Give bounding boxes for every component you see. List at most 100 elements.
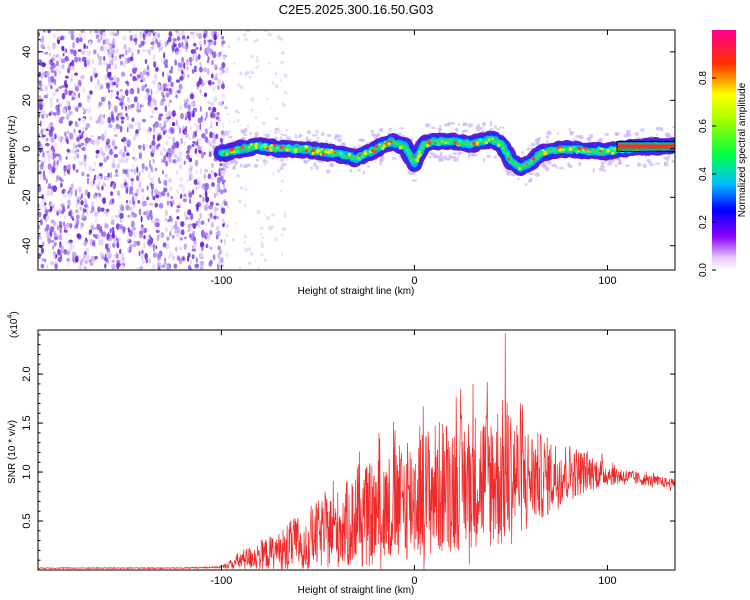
noise-dot: [236, 174, 241, 178]
ridge-halo-dot: [357, 168, 361, 172]
noise-dot: [79, 37, 83, 43]
snr-series: [38, 332, 675, 570]
ridge-halo-dot: [498, 126, 505, 129]
noise-dot: [63, 221, 65, 227]
noise-dot: [257, 267, 260, 270]
noise-dot: [158, 122, 162, 128]
ridge-peak-dot: [453, 140, 457, 145]
noise-dot: [143, 30, 148, 37]
ridge-halo-dot: [349, 169, 353, 173]
noise-dot: [59, 136, 63, 143]
noise-dot: [221, 179, 225, 185]
noise-dot: [66, 222, 70, 227]
snr-ticks: -100 0 100 0.5 1.0 1.5 2.0: [21, 330, 675, 587]
noise-dot: [207, 68, 210, 76]
noise-dot: [38, 211, 42, 218]
noise-dot: [56, 98, 59, 103]
noise-dot: [91, 168, 96, 172]
noise-dot: [81, 146, 86, 151]
noise-dot: [105, 176, 110, 181]
noise-dot: [56, 159, 59, 166]
noise-dot: [71, 59, 75, 67]
noise-dot: [82, 117, 86, 123]
noise-dot: [212, 138, 216, 145]
noise-dot: [50, 136, 55, 144]
noise-dot: [177, 67, 182, 72]
noise-dot: [53, 159, 56, 167]
noise-dot: [123, 145, 127, 153]
ridge-halo-dot: [316, 137, 320, 139]
noise-dot: [119, 94, 123, 99]
ridge-halo-dot: [545, 167, 550, 172]
noise-dot: [193, 240, 198, 245]
ridge-peak-dot: [456, 143, 459, 146]
noise-dot: [73, 49, 77, 57]
noise-dot: [158, 180, 162, 184]
noise-dot: [199, 266, 204, 270]
ridge-peak-dot: [262, 144, 267, 149]
noise-dot: [165, 113, 170, 118]
noise-scatter: [38, 30, 288, 270]
noise-dot: [141, 249, 144, 255]
noise-dot: [223, 188, 227, 193]
noise-dot: [86, 255, 91, 263]
noise-dot: [84, 199, 87, 204]
noise-dot: [195, 46, 199, 50]
noise-dot: [88, 229, 93, 234]
noise-dot: [178, 183, 183, 188]
noise-dot: [256, 59, 259, 63]
ridge-halo-dot: [551, 164, 554, 167]
noise-dot: [119, 88, 123, 92]
noise-dot: [107, 251, 112, 256]
noise-dot: [176, 226, 181, 234]
noise-dot: [209, 246, 213, 250]
spectrogram-panel: -100 0 100 -40 -20 0 20 40 Height of straight l…: [7, 29, 676, 297]
noise-dot: [187, 223, 192, 229]
ridge-peak-dot: [405, 149, 408, 152]
noise-dot: [92, 67, 97, 74]
noise-dot: [126, 96, 130, 103]
noise-dot: [115, 252, 119, 260]
noise-dot: [213, 40, 217, 46]
ridge-peak-dot: [221, 150, 225, 154]
noise-dot: [121, 106, 124, 110]
noise-dot: [61, 45, 65, 52]
noise-dot: [220, 239, 223, 243]
ridge-peak-dot: [582, 148, 585, 152]
spectrogram-frame: [37, 29, 676, 271]
colorbar-tick-label: 0.8: [698, 71, 709, 85]
noise-dot: [177, 123, 180, 130]
ridge-halo-dot: [391, 157, 398, 160]
ridge-halo-dot: [558, 166, 565, 170]
noise-dot: [250, 97, 255, 102]
ridge-peak-dot: [260, 144, 264, 149]
y-tick-label: 20: [21, 94, 33, 106]
noise-dot: [86, 59, 90, 66]
noise-dot: [111, 81, 114, 86]
noise-dot: [196, 86, 199, 91]
noise-dot: [152, 253, 158, 259]
ridge-halo-dot: [517, 177, 520, 181]
noise-dot: [156, 261, 162, 268]
noise-dot: [83, 241, 88, 246]
noise-dot: [102, 31, 107, 38]
noise-dot: [141, 76, 146, 83]
ridge-halo-dot: [592, 168, 595, 173]
noise-dot: [96, 223, 101, 231]
ridge-peak-dot: [497, 143, 501, 147]
noise-dot: [69, 62, 72, 67]
noise-dot: [158, 233, 163, 237]
ridge-halo-dot: [477, 123, 481, 129]
noise-dot: [133, 63, 136, 70]
noise-dot: [219, 137, 223, 143]
noise-dot: [42, 241, 45, 248]
noise-dot: [111, 163, 116, 169]
noise-dot: [215, 186, 220, 191]
ridge-peak-dot: [526, 164, 528, 166]
noise-dot: [81, 74, 83, 80]
ridge-halo-dot: [254, 131, 259, 136]
y-tick-label: -20: [21, 189, 33, 205]
noise-dot: [151, 220, 156, 224]
noise-dot: [133, 135, 136, 142]
ridge-peak-dot: [436, 142, 440, 147]
